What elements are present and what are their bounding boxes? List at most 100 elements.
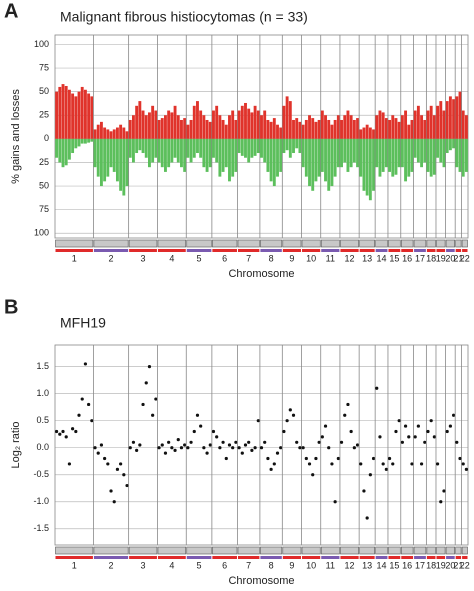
gain-bar	[458, 91, 462, 139]
data-point	[320, 435, 324, 439]
ideogram	[93, 239, 129, 248]
data-point	[263, 440, 267, 444]
loss-bar	[461, 138, 465, 177]
ideogram-band	[157, 556, 186, 559]
ideogram-band	[260, 556, 282, 559]
loss-bar	[362, 138, 366, 191]
loss-bar	[301, 138, 305, 168]
gain-bar	[439, 101, 443, 139]
gain-bar	[301, 124, 305, 139]
gain-bar	[378, 110, 382, 139]
data-point	[93, 446, 97, 450]
plot-frame	[54, 34, 469, 239]
data-point	[138, 443, 142, 447]
gain-bar	[349, 115, 353, 139]
ideogram	[413, 239, 427, 248]
ideogram	[212, 239, 238, 248]
data-point	[61, 429, 65, 434]
y-tick-label: -0.5	[33, 469, 49, 479]
gain-bar	[260, 115, 263, 139]
gain-bar	[327, 119, 331, 139]
gain-bar	[311, 118, 315, 139]
data-point	[394, 429, 398, 434]
ideogram-band	[359, 556, 375, 559]
gain-bar	[183, 118, 187, 139]
data-point	[189, 440, 193, 444]
loss-bar	[167, 138, 171, 168]
ideogram	[320, 546, 340, 555]
ideogram-band	[388, 249, 401, 252]
data-point	[195, 413, 200, 417]
loss-bar	[106, 138, 110, 177]
data-point	[179, 446, 184, 450]
data-point	[448, 424, 452, 428]
gain-bar	[391, 115, 395, 139]
gain-bar	[407, 124, 411, 139]
data-point	[279, 446, 283, 450]
ideogram-band	[302, 249, 321, 252]
loss-bar	[311, 138, 315, 191]
ideogram-band	[340, 556, 359, 559]
loss-bar	[288, 138, 292, 158]
loss-bar	[125, 138, 129, 187]
gain-bar	[397, 121, 401, 139]
ideogram	[455, 546, 462, 555]
loss-bar	[343, 138, 347, 163]
chromosome-label: 8	[269, 560, 274, 570]
loss-bar	[404, 138, 408, 182]
loss-bar	[436, 138, 440, 158]
gain-bar	[340, 119, 343, 139]
data-point	[199, 424, 203, 428]
ideogram	[186, 546, 212, 555]
data-point	[192, 429, 196, 434]
loss-bar	[413, 138, 417, 158]
loss-bar	[279, 138, 283, 172]
gain-bar	[93, 129, 97, 139]
data-point	[391, 462, 395, 466]
loss-bar	[199, 138, 203, 158]
loss-bar	[160, 138, 164, 168]
loss-bar	[74, 138, 78, 149]
gain-bar	[250, 112, 254, 139]
ideogram-band	[462, 556, 468, 559]
gain-bar	[67, 89, 71, 139]
loss-bar	[99, 138, 103, 187]
chromosome-label: 9	[289, 560, 294, 570]
chromosome-label: 17	[415, 560, 425, 570]
y-axis-label: % gains and losses	[10, 89, 22, 184]
data-point	[243, 443, 248, 447]
chromosome-label: 5	[197, 560, 202, 570]
loss-bar	[128, 138, 132, 158]
gain-bar	[61, 84, 65, 139]
ideogram	[445, 239, 455, 248]
y-tick-label: 100	[34, 228, 49, 238]
y-tick-label: 25	[39, 157, 49, 167]
data-point	[378, 435, 382, 439]
loss-bar	[109, 138, 113, 168]
data-point	[346, 402, 350, 407]
gain-bar	[176, 115, 180, 139]
gain-bar	[189, 119, 193, 139]
data-point	[112, 500, 116, 504]
ideogram-band	[212, 249, 237, 252]
gain-bar	[138, 101, 142, 139]
ideogram	[157, 546, 187, 555]
data-point	[144, 381, 148, 385]
loss-bar	[205, 138, 209, 172]
gain-bar	[426, 110, 430, 139]
gain-bar	[83, 89, 87, 139]
gain-bar	[324, 115, 327, 139]
loss-bar	[151, 138, 155, 163]
gain-bar	[77, 91, 81, 139]
gain-bar	[80, 86, 84, 139]
gain-bar	[429, 105, 433, 139]
gain-bar	[253, 105, 257, 139]
y-tick-label: 0.0	[36, 442, 49, 452]
chromosome-label: 3	[141, 560, 146, 570]
loss-bar	[346, 138, 350, 172]
ideogram	[237, 239, 260, 248]
gain-bar	[272, 118, 276, 139]
data-point	[275, 451, 280, 455]
loss-bar	[77, 138, 81, 147]
ideogram	[282, 239, 302, 248]
